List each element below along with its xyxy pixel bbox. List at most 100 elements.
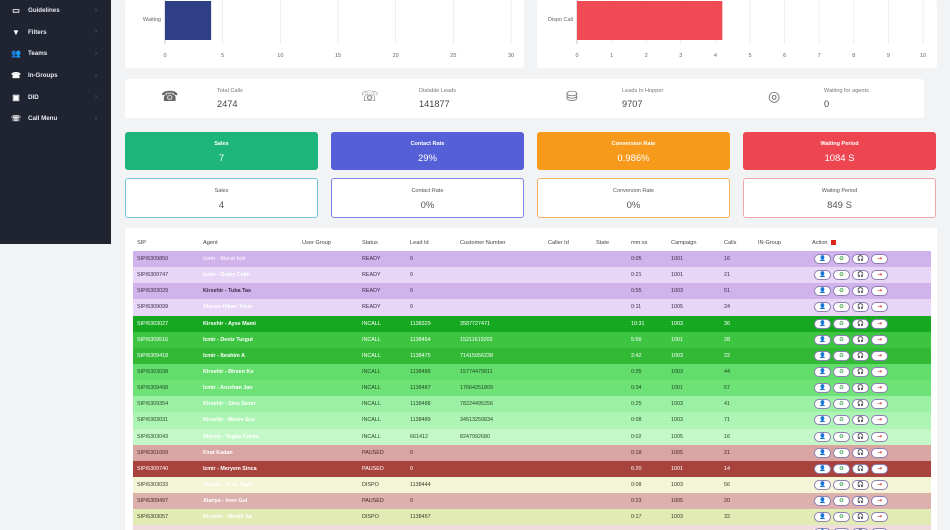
logout-action-button[interactable]: ⇥ xyxy=(871,286,888,297)
logout-action-button[interactable]: ⇥ xyxy=(871,399,888,410)
logout-action-button[interactable]: ⇥ xyxy=(871,270,888,281)
user-action-button[interactable]: 👤 xyxy=(814,399,831,410)
logout-action-button[interactable]: ⇥ xyxy=(871,496,888,507)
user-action-button[interactable]: 👤 xyxy=(814,350,831,361)
recycle-action-button[interactable]: ♻ xyxy=(833,399,850,410)
sidebar-item-in-groups[interactable]: ☎ In-Groups › xyxy=(0,65,111,87)
logout-action-button[interactable]: ⇥ xyxy=(871,367,888,378)
logout-action-button[interactable]: ⇥ xyxy=(871,383,888,394)
headset-action-button[interactable]: 🎧 xyxy=(852,480,869,491)
headset-action-button[interactable]: 🎧 xyxy=(852,383,869,394)
user-action-button[interactable]: 👤 xyxy=(814,415,831,426)
sidebar-item-did[interactable]: ▣ DID › xyxy=(0,86,111,108)
user-action-button[interactable]: 👤 xyxy=(814,431,831,442)
logout-action-button[interactable]: ⇥ xyxy=(871,447,888,458)
headset-action-button[interactable]: 🎧 xyxy=(852,431,869,442)
table-row[interactable]: SIP/6303038 Kirsehir - Birsen Ko INCALL 113… xyxy=(133,363,931,381)
logout-action-button[interactable]: ⇥ xyxy=(871,512,888,523)
table-row[interactable]: SIP/6309740 Izmir - Meryem Sinca PAUSED 0 6:… xyxy=(133,460,931,477)
headset-action-button[interactable]: 🎧 xyxy=(852,447,869,458)
logout-action-button[interactable]: ⇥ xyxy=(871,302,888,313)
recycle-action-button[interactable]: ♻ xyxy=(833,254,850,265)
x-tick-label: 20 xyxy=(393,53,399,59)
logout-action-button[interactable]: ⇥ xyxy=(871,318,888,329)
recycle-action-button[interactable]: ♻ xyxy=(833,447,850,458)
recycle-action-button[interactable]: ♻ xyxy=(833,286,850,297)
headset-action-button[interactable]: 🎧 xyxy=(852,334,869,345)
recycle-action-button[interactable]: ♻ xyxy=(833,383,850,394)
headset-action-button[interactable]: 🎧 xyxy=(852,270,869,281)
table-row[interactable]: SIP/6303029 Kirsehir - Tuba Tas READY 0 0:55… xyxy=(133,283,931,300)
table-row[interactable]: SIP/6303031 Kirsehir - Merve Ece INCALL 113… xyxy=(133,412,931,429)
recycle-action-button[interactable]: ♻ xyxy=(833,431,850,442)
recycle-action-button[interactable]: ♻ xyxy=(833,367,850,378)
cell-lead: 1138489 xyxy=(410,417,431,424)
cell-status: INCALL xyxy=(362,401,381,408)
recycle-action-button[interactable]: ♻ xyxy=(833,318,850,329)
logout-action-button[interactable]: ⇥ xyxy=(871,480,888,491)
table-row[interactable]: SIP/6303057 Kirsehir - Medih Sa DISPO 11384… xyxy=(133,509,931,526)
headset-action-button[interactable]: 🎧 xyxy=(852,254,869,265)
user-action-button[interactable]: 👤 xyxy=(814,334,831,345)
table-row[interactable]: SIP/6309418 Izmir - Ibrahim A INCALL 113847… xyxy=(133,347,931,364)
headset-action-button[interactable]: 🎧 xyxy=(852,318,869,329)
recycle-action-button[interactable]: ♻ xyxy=(833,480,850,491)
user-action-button[interactable]: 👤 xyxy=(814,496,831,507)
user-action-button[interactable]: 👤 xyxy=(814,367,831,378)
headset-action-button[interactable]: 🎧 xyxy=(852,399,869,410)
table-row[interactable]: SIP/6303043 Alanya - Tugba Kurda INCALL 661… xyxy=(133,428,931,445)
headset-action-button[interactable]: 🎧 xyxy=(852,496,869,507)
table-row[interactable]: SIP/6309497 Alanya - Irem Gul PAUSED 0 0:23 1… xyxy=(133,493,931,510)
user-action-button[interactable]: 👤 xyxy=(814,270,831,281)
sidebar-item-teams[interactable]: 👥 Teams › xyxy=(0,43,111,65)
headset-action-button[interactable]: 🎧 xyxy=(852,302,869,313)
user-action-button[interactable]: 👤 xyxy=(814,480,831,491)
recycle-action-button[interactable]: ♻ xyxy=(833,415,850,426)
table-row[interactable]: SIP/6309474 PAUSED 👤♻🎧⇥ xyxy=(133,525,931,530)
headset-action-button[interactable]: 🎧 xyxy=(852,415,869,426)
logout-action-button[interactable]: ⇥ xyxy=(871,334,888,345)
user-action-button[interactable]: 👤 xyxy=(814,383,831,394)
headset-action-button[interactable]: 🎧 xyxy=(852,367,869,378)
headset-action-button[interactable]: 🎧 xyxy=(852,350,869,361)
logout-action-button[interactable]: ⇥ xyxy=(871,463,888,474)
logout-action-button[interactable]: ⇥ xyxy=(871,415,888,426)
user-action-button[interactable]: 👤 xyxy=(814,286,831,297)
user-action-button[interactable]: 👤 xyxy=(814,318,831,329)
user-action-button[interactable]: 👤 xyxy=(814,512,831,523)
user-action-button[interactable]: 👤 xyxy=(814,447,831,458)
column-header: SIP xyxy=(133,235,199,251)
headset-action-button[interactable]: 🎧 xyxy=(852,286,869,297)
sidebar-item-filters[interactable]: ▼ Filters › xyxy=(0,22,111,44)
recycle-action-button[interactable]: ♻ xyxy=(833,334,850,345)
logout-action-button[interactable]: ⇥ xyxy=(871,350,888,361)
cell-customer: 15211619202 xyxy=(460,336,493,343)
recycle-action-button[interactable]: ♻ xyxy=(833,302,850,313)
table-row[interactable]: SIP/6309516 Izmir - Deniz Turgut INCALL 113… xyxy=(133,331,931,348)
user-action-button[interactable]: 👤 xyxy=(814,463,831,474)
x-tick-label: 8 xyxy=(852,53,855,59)
table-row[interactable]: SIP/6309498 Izmir - Aruzhan Jan INCALL 1138… xyxy=(133,380,931,397)
table-row[interactable]: SIP/6309747 Izmir - Gulay Cakir READY 0 0:21… xyxy=(133,267,931,284)
recycle-action-button[interactable]: ♻ xyxy=(833,350,850,361)
logout-action-button[interactable]: ⇥ xyxy=(871,254,888,265)
user-action-button[interactable]: 👤 xyxy=(814,254,831,265)
table-row[interactable]: SIP/6309099 Alanya-Hikan Tekin READY 0 0:11 1… xyxy=(133,299,931,316)
sidebar-item-call-menu[interactable]: ☏ Call Menu › xyxy=(0,108,111,130)
recycle-action-button[interactable]: ♻ xyxy=(833,270,850,281)
table-row[interactable]: SIP/6303033 Alanya - Ayse Yagli DISPO 11384… xyxy=(133,476,931,494)
cell-campaign: 1005 xyxy=(671,433,683,440)
headset-action-button[interactable]: 🎧 xyxy=(852,463,869,474)
table-row[interactable]: SIP/6309850 Izmir - Murat Isik READY 0 0:05 1… xyxy=(133,251,931,268)
cell-caller xyxy=(544,509,592,525)
recycle-action-button[interactable]: ♻ xyxy=(833,512,850,523)
recycle-action-button[interactable]: ♻ xyxy=(833,496,850,507)
table-row[interactable]: SIP/6303027 Kirsehir - Ayse Mami INCALL 113… xyxy=(133,315,931,332)
headset-action-button[interactable]: 🎧 xyxy=(852,512,869,523)
sidebar-item-guidelines[interactable]: ▭ Guidelines › xyxy=(0,0,111,22)
recycle-action-button[interactable]: ♻ xyxy=(833,463,850,474)
table-row[interactable]: SIP/6301009 Firat Kadan PAUSED 0 0:18 1005 21 👤… xyxy=(133,444,931,461)
user-action-button[interactable]: 👤 xyxy=(814,302,831,313)
logout-action-button[interactable]: ⇥ xyxy=(871,431,888,442)
table-row[interactable]: SIP/6309354 Kirsehir - Sinu Sezer INCALL 11… xyxy=(133,396,931,413)
